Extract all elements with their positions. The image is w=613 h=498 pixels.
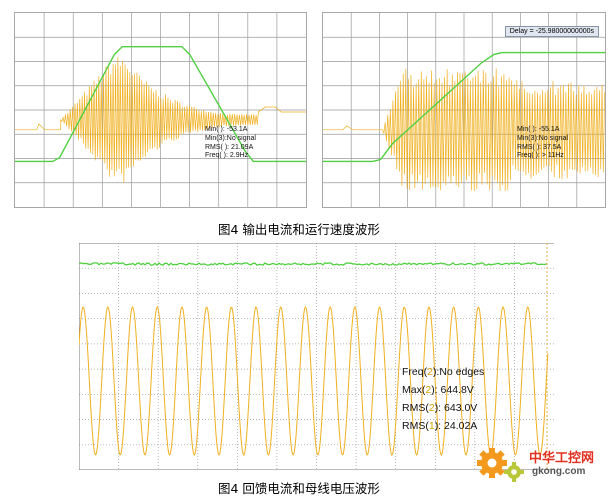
figure-caption-bottom: 图4 回馈电流和母线电压波形 xyxy=(218,481,380,496)
delay-label: Delay = -25.98000000000s xyxy=(504,26,599,37)
current-trace xyxy=(79,305,549,457)
figure-caption-top: 图4 输出电流和运行速度波形 xyxy=(218,222,380,237)
readout-list-right: Min( ): -55.1A Min(3):No signal RMS( ): … xyxy=(517,126,568,161)
scope-panel-left: Min( ): -53.1A Min(3):No signal RMS( ): … xyxy=(14,12,307,208)
readout-rms-ch1: RMS(1): 24.02A xyxy=(402,420,478,432)
current-trace xyxy=(15,57,306,184)
readout-list-bottom: Freq(2):No edges Max(2): 644.8V RMS(2): … xyxy=(402,363,484,435)
readout-rms-current: RMS( ): 21.09A xyxy=(205,143,254,151)
scope-panel-right: Delay = -25.98000000000s Min( ): -55.1A … xyxy=(322,12,606,208)
readout-max-ch2: Max(2): 644.8V xyxy=(402,384,474,396)
readout-min-current: Min( ): -53.1A xyxy=(205,126,248,133)
readout-freq: Freq( ): > 11Hz xyxy=(517,152,564,160)
readout-min-ch3: Min(3):No signal xyxy=(517,134,568,142)
waveform-plot-bottom xyxy=(79,243,554,470)
waveform-plot-right xyxy=(323,13,605,207)
scope-panel-bottom: Freq(2):No edges Max(2): 644.8V RMS(2): … xyxy=(79,243,554,470)
readout-freq-ch2: Freq(2):No edges xyxy=(402,366,485,378)
current-trace xyxy=(323,68,605,192)
readout-rms-current: RMS( ): 37.5A xyxy=(517,143,562,151)
watermark-domain: gkong.com xyxy=(532,466,586,477)
readout-min-ch3: Min(3):No signal xyxy=(205,134,256,142)
readout-min-current: Min( ): -55.1A xyxy=(517,126,560,133)
readout-freq: Freq( ): 2.9Hz xyxy=(205,152,249,160)
gear-icon xyxy=(477,448,524,482)
watermark-brand: 中华工控网 xyxy=(529,451,595,466)
waveform-plot-left xyxy=(15,13,306,207)
voltage-trace xyxy=(79,262,548,266)
speed-trace xyxy=(15,45,306,163)
speed-trace xyxy=(323,51,605,163)
readout-rms-ch2: RMS(2): 643.0V xyxy=(402,402,478,414)
watermark-logo: 中华工控网 gkong.com xyxy=(474,436,610,490)
readout-list-left: Min( ): -53.1A Min(3):No signal RMS( ): … xyxy=(205,126,256,161)
